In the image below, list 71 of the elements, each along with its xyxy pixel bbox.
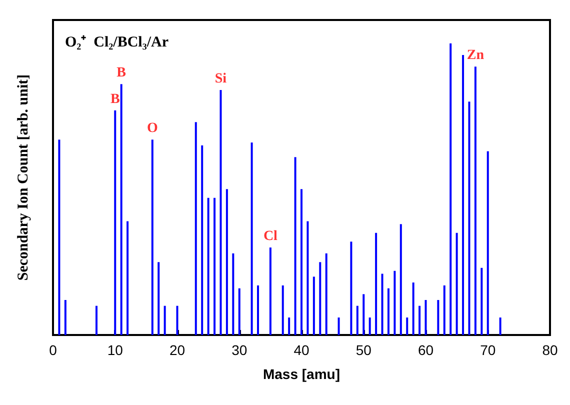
x-tick-label: 40 [294,342,310,358]
bar [325,253,328,335]
bar [158,262,160,335]
bar [201,145,204,335]
bar [282,285,284,335]
bar [424,300,427,335]
bar [499,318,502,335]
bar [300,189,302,335]
bar [207,198,210,335]
bar [450,43,452,335]
x-tick-label: 30 [232,342,248,358]
bar [412,282,414,335]
bar [151,140,154,335]
annotation: Zn [466,48,484,64]
bar [120,84,122,335]
bar [400,224,402,335]
y-axis-title: Secondary Ion Count [arb. unit] [16,74,32,281]
bar [338,318,340,335]
bar [226,189,228,335]
bar [368,318,371,335]
x-tick-label: 0 [49,342,58,358]
bar [164,306,166,335]
bar [306,221,309,335]
bar [437,300,440,335]
x-tick-label: 20 [169,342,186,358]
bar [95,306,98,335]
bar [468,102,470,335]
bar [375,232,378,335]
bar [480,268,483,335]
x-tick-label: 70 [480,342,496,358]
bar [387,288,390,335]
x-tick-label: 10 [107,342,124,358]
bar [214,198,216,335]
bar [250,142,253,335]
x-axis-title: Mass [amu] [262,366,340,382]
bar [394,270,396,335]
bar [350,242,352,335]
bar [474,66,476,335]
bar [64,300,66,335]
bar [288,318,290,335]
bar [220,90,222,335]
x-tick-label: 50 [356,342,372,358]
bar [294,157,296,335]
annotation: O [146,121,158,136]
bar [312,276,315,335]
bar [176,306,178,335]
bar [381,274,384,335]
bar [257,285,260,335]
chart-title: O₂⁺ Cl₂/BCl₃/Ar [65,34,169,50]
bar [194,122,197,335]
bar [58,140,60,335]
annotation: B [116,66,126,81]
bar [462,55,464,335]
bar [126,221,129,335]
bar [362,294,365,335]
annotation: B [110,92,120,107]
bar [232,253,234,335]
bar [443,285,446,335]
bar [486,151,489,335]
bar [456,232,458,335]
bar [269,248,272,335]
x-tick-label: 60 [418,342,434,358]
bar [356,306,358,335]
x-tick-label: 80 [542,342,558,358]
annotation: Cl [263,229,278,244]
bar [238,288,240,335]
annotation: Si [214,72,227,86]
bar [406,318,408,335]
bar [418,306,421,335]
bar [319,262,322,335]
bar [114,110,116,335]
